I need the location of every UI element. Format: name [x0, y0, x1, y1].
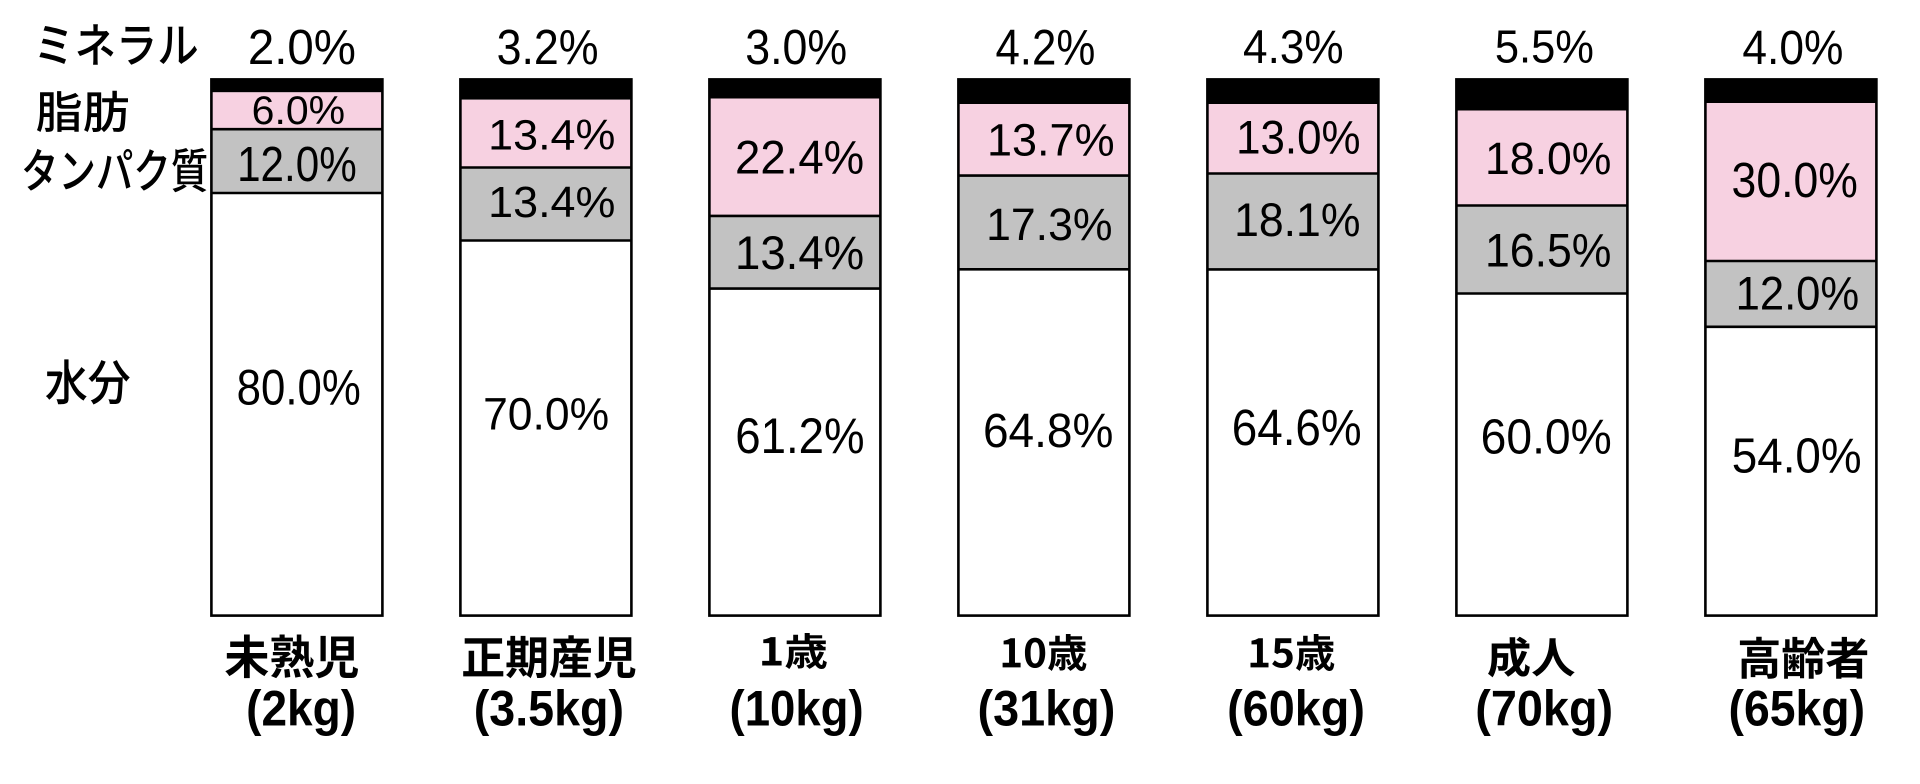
- svg-text:13.4%: 13.4%: [488, 178, 615, 227]
- svg-text:5.5%: 5.5%: [1495, 21, 1594, 73]
- svg-text:13.7%: 13.7%: [987, 115, 1115, 166]
- svg-text:(10kg): (10kg): [730, 681, 864, 737]
- svg-text:3.2%: 3.2%: [497, 20, 599, 75]
- svg-text:4.3%: 4.3%: [1243, 21, 1344, 74]
- svg-text:6.0%: 6.0%: [252, 89, 345, 133]
- svg-text:13.0%: 13.0%: [1236, 112, 1360, 165]
- svg-text:64.8%: 64.8%: [983, 404, 1114, 458]
- svg-text:(3.5kg): (3.5kg): [474, 681, 624, 737]
- svg-text:54.0%: 54.0%: [1732, 429, 1862, 483]
- svg-text:(65kg): (65kg): [1729, 681, 1866, 737]
- svg-text:16.5%: 16.5%: [1485, 224, 1611, 277]
- svg-text:4.2%: 4.2%: [995, 19, 1095, 75]
- svg-text:60.0%: 60.0%: [1481, 411, 1612, 465]
- svg-text:30.0%: 30.0%: [1732, 154, 1858, 208]
- svg-text:70.0%: 70.0%: [483, 389, 609, 440]
- svg-text:(70kg): (70kg): [1475, 681, 1613, 737]
- svg-text:(60kg): (60kg): [1227, 681, 1365, 737]
- svg-text:18.0%: 18.0%: [1485, 133, 1611, 184]
- svg-text:12.0%: 12.0%: [237, 137, 357, 192]
- svg-text:(31kg): (31kg): [978, 681, 1116, 737]
- svg-text:17.3%: 17.3%: [986, 199, 1112, 250]
- svg-text:13.4%: 13.4%: [735, 227, 864, 280]
- svg-text:(2kg): (2kg): [246, 681, 356, 737]
- svg-text:64.6%: 64.6%: [1232, 399, 1362, 456]
- svg-text:2.0%: 2.0%: [248, 20, 356, 75]
- svg-text:22.4%: 22.4%: [735, 132, 864, 185]
- svg-text:4.0%: 4.0%: [1742, 21, 1843, 75]
- svg-text:80.0%: 80.0%: [237, 360, 361, 416]
- svg-text:12.0%: 12.0%: [1736, 268, 1860, 320]
- svg-text:3.0%: 3.0%: [745, 20, 847, 75]
- svg-text:61.2%: 61.2%: [735, 408, 864, 464]
- svg-text:13.4%: 13.4%: [488, 112, 615, 160]
- svg-text:18.1%: 18.1%: [1234, 193, 1360, 246]
